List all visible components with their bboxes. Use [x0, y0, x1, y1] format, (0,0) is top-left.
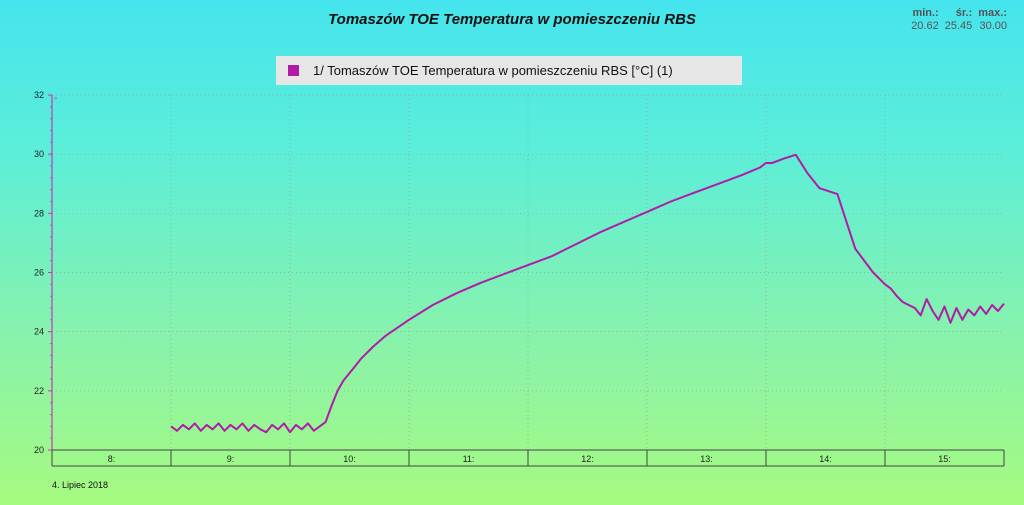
x-tick-label: 15: [938, 454, 951, 464]
x-tick-label: 13: [700, 454, 713, 464]
x-tick-label: 8: [108, 454, 116, 464]
max-value: 30.00 [979, 20, 1007, 32]
y-tick-label: 26 [34, 268, 44, 278]
avg-label: śr.: [955, 7, 973, 19]
legend-series-label: 1/ Tomaszów TOE Temperatura w pomieszcze… [313, 63, 673, 78]
x-tick-label: 9: [227, 454, 235, 464]
y-axis-marker: ° [54, 96, 57, 105]
y-tick-label: 24 [34, 327, 44, 337]
avg-value: 25.45 [944, 20, 973, 32]
date-label: 4. Lipiec 2018 [52, 480, 109, 490]
y-tick-label: 32 [34, 90, 44, 100]
y-tick-label: 22 [34, 386, 44, 396]
legend-swatch [288, 65, 299, 76]
max-label: max.: [978, 7, 1007, 19]
x-tick-label: 14: [819, 454, 832, 464]
y-tick-label: 20 [34, 445, 44, 455]
min-value: 20.62 [911, 20, 939, 32]
min-label: min.: [912, 7, 939, 19]
x-tick-label: 11: [463, 454, 475, 464]
legend[interactable]: 1/ Tomaszów TOE Temperatura w pomieszcze… [276, 56, 742, 85]
y-tick-label: 30 [34, 149, 44, 159]
x-tick-label: 10: [343, 454, 356, 464]
chart-title: Tomaszów TOE Temperatura w pomieszczeniu… [328, 11, 696, 28]
series-line [170, 153, 1005, 434]
stats-panel: min.: śr.: max.: 20.62 25.45 30.00 [908, 7, 1010, 33]
x-tick-label: 12: [581, 454, 594, 464]
y-tick-label: 28 [34, 208, 44, 218]
